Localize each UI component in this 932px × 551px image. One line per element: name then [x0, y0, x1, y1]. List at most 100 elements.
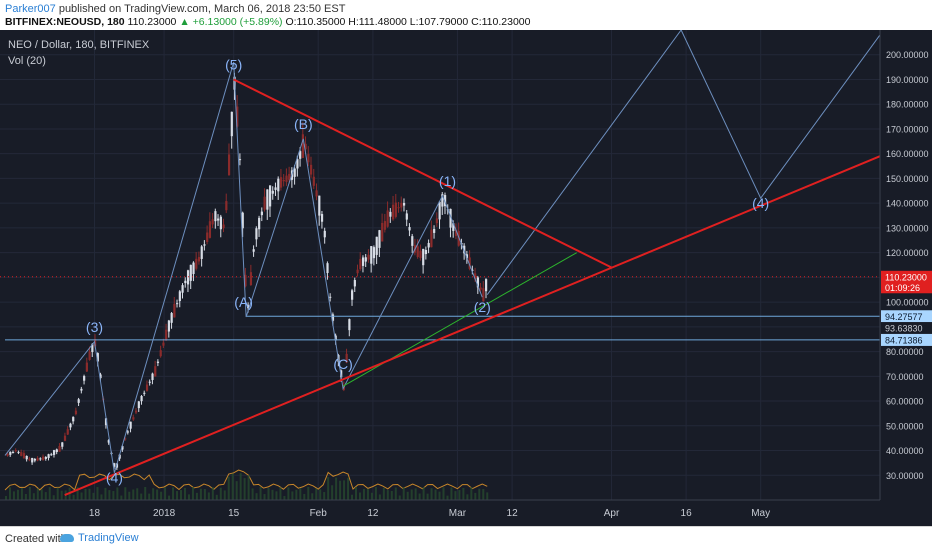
candle-body: [227, 154, 231, 176]
y-tick-label: 30.00000: [886, 471, 924, 481]
volume-bar: [132, 489, 135, 500]
author-link[interactable]: Parker007: [5, 3, 56, 15]
volume-bar: [263, 494, 266, 500]
volume-bar: [88, 488, 91, 500]
volume-bar: [251, 488, 254, 500]
chart-canvas[interactable]: (5) (B) (A) (3) (4) (C) (1) (2) (4) 30.00000 40.00…: [0, 30, 932, 526]
candle-body: [463, 245, 466, 254]
volume-bar: [315, 488, 318, 500]
volume-bar: [434, 489, 437, 500]
candle-body: [219, 216, 222, 230]
candle-body: [441, 194, 444, 207]
volume-bar: [84, 488, 87, 500]
candle-body: [135, 410, 138, 413]
volume-bar: [390, 490, 393, 500]
publish-info: published on TradingView.com, March 06, …: [55, 3, 346, 15]
candle-body: [69, 423, 72, 428]
candle-body: [9, 451, 12, 455]
volume-bar: [303, 493, 306, 500]
volume-bar: [203, 488, 206, 500]
volume-bar: [16, 489, 19, 500]
candle-body: [58, 445, 61, 452]
volume-bar: [410, 489, 413, 500]
volume-bar: [199, 488, 202, 500]
candle-body: [124, 438, 127, 440]
candle-body: [258, 217, 261, 230]
candle-body: [252, 249, 255, 252]
candle-body: [356, 269, 359, 274]
candle-body: [140, 395, 143, 402]
volume-bar: [438, 491, 441, 500]
volume-bar: [394, 487, 397, 500]
price-label: 93.63830: [885, 324, 923, 334]
volume-bar: [279, 487, 282, 500]
candle-body: [186, 270, 190, 285]
volume-bar: [180, 490, 182, 500]
price-label: 94.27577: [885, 312, 923, 322]
candle-body: [485, 279, 488, 292]
volume-bar: [474, 492, 477, 500]
volume-bar: [450, 487, 453, 500]
candle-body: [277, 178, 280, 192]
volume-bar: [462, 487, 465, 500]
volume-bar: [366, 488, 369, 500]
volume-bar: [239, 473, 242, 500]
candle-body: [151, 373, 154, 381]
volume-bar: [442, 487, 445, 500]
cloud-icon: [60, 534, 74, 543]
candle-body: [364, 257, 367, 262]
y-tick-label: 170.00000: [886, 124, 929, 134]
candle-body: [63, 435, 67, 441]
candle-body: [126, 431, 130, 433]
candle-body: [217, 218, 220, 221]
candle-body: [165, 329, 168, 341]
candle-body: [312, 176, 315, 186]
brand-name: TradingView: [78, 532, 139, 544]
volume-bar: [80, 492, 83, 500]
candle-body: [378, 230, 381, 248]
candle-body: [334, 335, 337, 341]
candle-body: [471, 269, 474, 271]
volume-bar: [454, 491, 457, 500]
volume-bar: [299, 488, 302, 500]
volume-indicator-label[interactable]: Vol (20): [8, 55, 46, 67]
candle-body: [310, 164, 313, 175]
candle-body: [241, 212, 244, 229]
volume-bar: [347, 477, 350, 500]
candle-body: [422, 248, 425, 266]
candle-body: [162, 342, 165, 346]
volume-bar: [402, 487, 405, 500]
x-tick-label: 12: [367, 508, 379, 519]
green-trend-line: [342, 252, 577, 387]
price-chart[interactable]: (5) (B) (A) (3) (4) (C) (1) (2) (4) 30.00000 40.00…: [0, 30, 932, 526]
candle-body: [288, 173, 291, 180]
volume-bar: [307, 487, 310, 500]
candle-body: [159, 350, 162, 357]
candle-body: [143, 392, 146, 394]
resistance-trendline: [233, 78, 612, 269]
candle-body: [427, 242, 430, 248]
volume-bar: [96, 487, 99, 500]
volume-bar: [374, 487, 377, 500]
volume-bar: [339, 480, 342, 500]
volume-bar: [156, 489, 159, 500]
volume-bar: [426, 493, 429, 500]
candle-body: [85, 362, 88, 372]
candle-body: [266, 189, 269, 210]
candle-body: [400, 202, 403, 208]
candle-body: [394, 202, 397, 217]
y-tick-label: 70.00000: [886, 372, 924, 382]
candle-body: [367, 254, 370, 260]
candle-body: [301, 134, 305, 158]
volume-bar: [398, 495, 401, 500]
candle-body: [173, 303, 176, 318]
tradingview-logo[interactable]: TradingView: [60, 532, 139, 544]
volume-bar: [370, 492, 373, 500]
candle-body: [397, 207, 400, 209]
candle-body: [320, 214, 324, 222]
volume-bar: [120, 495, 123, 500]
candle-body: [282, 179, 285, 182]
candle-body: [318, 195, 321, 216]
candle-body: [449, 208, 452, 228]
candle-body: [11, 451, 15, 453]
